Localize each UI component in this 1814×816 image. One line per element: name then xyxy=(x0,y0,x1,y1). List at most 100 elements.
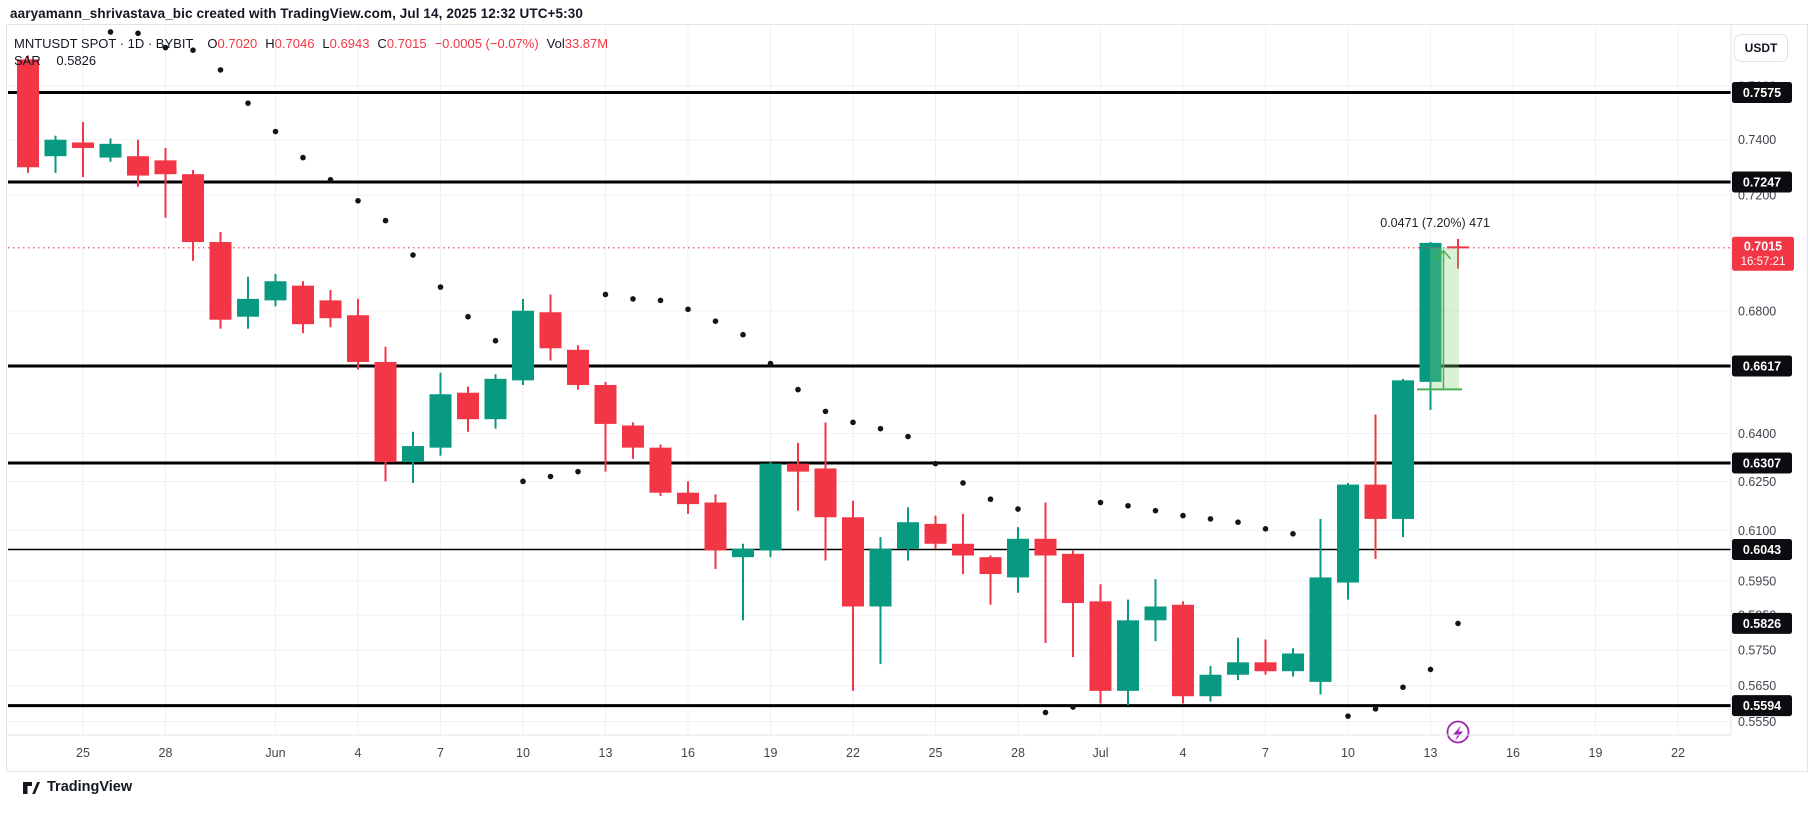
candle-body xyxy=(484,378,507,420)
time-axis-label: 16 xyxy=(1506,746,1520,760)
measure-arrow-head xyxy=(1435,249,1452,260)
svg-text:0.7015: 0.7015 xyxy=(1744,239,1782,253)
change-value: −0.0005 (−0.07%) xyxy=(434,36,539,51)
level-price-label xyxy=(1732,538,1792,560)
last-price-label xyxy=(1732,236,1794,271)
svg-text:0.5594: 0.5594 xyxy=(1743,699,1781,713)
tradingview-logo-icon xyxy=(23,782,40,794)
price-axis[interactable]: 0.76000.74000.72000.68000.64000.62500.61… xyxy=(1732,79,1794,729)
currency-toggle-button[interactable]: USDT xyxy=(1734,34,1788,62)
sar-dot xyxy=(932,460,939,467)
sar-dot xyxy=(1262,526,1269,532)
candle-body xyxy=(732,548,754,558)
ohlc-low: L0.6943 xyxy=(322,36,370,51)
symbol-title[interactable]: MNTUSDT SPOT · 1D · BYBIT xyxy=(14,36,194,51)
tradingview-logo[interactable]: TradingView xyxy=(22,778,132,796)
svg-text:0.6307: 0.6307 xyxy=(1743,456,1781,470)
countdown-timer: 16:57:21 xyxy=(1741,256,1786,268)
time-axis-label: 4 xyxy=(1180,746,1187,760)
candle-body xyxy=(154,160,177,175)
sar-dot xyxy=(1235,519,1241,526)
candle-body xyxy=(429,394,452,448)
sar-dot xyxy=(877,425,884,432)
sar-dot xyxy=(1372,706,1379,712)
price-axis-label: 0.5550 xyxy=(1738,715,1776,729)
time-axis-label: 7 xyxy=(437,746,444,760)
sar-dot xyxy=(602,291,609,298)
candle-body xyxy=(1117,620,1139,691)
axes-layer xyxy=(6,24,1732,736)
chart-card xyxy=(6,24,1808,772)
price-axis-label: 0.5650 xyxy=(1738,679,1776,693)
svg-text:0.7247: 0.7247 xyxy=(1743,176,1781,190)
candle-body xyxy=(72,142,94,148)
time-axis-label: Jun xyxy=(265,746,285,760)
price-axis-label: 0.6400 xyxy=(1738,427,1776,441)
candle-body xyxy=(787,463,809,472)
candle-body xyxy=(594,384,617,424)
time-axis-label: 22 xyxy=(1671,746,1685,760)
candle-body xyxy=(457,392,479,420)
sar-dot xyxy=(960,480,966,486)
time-axis-label: 13 xyxy=(599,746,613,760)
time-axis-label: 7 xyxy=(1262,746,1269,760)
time-axis-label: 10 xyxy=(516,746,530,760)
tradingview-logo-text: TradingView xyxy=(47,779,133,795)
sar-dot xyxy=(1125,502,1131,509)
price-axis-label: 0.6250 xyxy=(1738,475,1776,489)
svg-text:0.6617: 0.6617 xyxy=(1743,359,1781,373)
candle-body xyxy=(952,543,974,556)
candle-body xyxy=(1419,242,1442,382)
sar-dot xyxy=(355,197,361,204)
candle-body xyxy=(319,300,342,319)
price-axis-label: 0.7400 xyxy=(1738,133,1776,147)
flash-event-icon[interactable] xyxy=(1446,720,1470,744)
candle-body xyxy=(1337,484,1359,583)
candle-body xyxy=(897,522,919,549)
measure-tool-layer: 0.0471 (7.20%) 471 xyxy=(1380,216,1490,391)
sar-dot xyxy=(300,154,306,161)
svg-text:0.5826: 0.5826 xyxy=(1743,617,1781,631)
candle-body xyxy=(842,517,864,607)
sar-dot xyxy=(492,337,499,344)
sar-dot xyxy=(107,29,114,35)
candle-body xyxy=(292,285,314,325)
candle-body xyxy=(814,468,837,518)
level-lines-layer xyxy=(8,90,1731,708)
candle-body xyxy=(402,446,424,463)
measure-annotation: 0.0471 (7.20%) 471 xyxy=(1380,216,1490,230)
price-axis-label: 0.5750 xyxy=(1738,643,1776,657)
level-price-label xyxy=(1732,612,1792,634)
sar-dot xyxy=(1455,620,1461,627)
ohlc-high: H0.7046 xyxy=(265,36,315,51)
sar-dot xyxy=(712,318,719,324)
time-axis-label: 19 xyxy=(1589,746,1603,760)
sar-dot xyxy=(520,478,526,485)
candle-body xyxy=(1392,380,1414,519)
level-price-label xyxy=(1732,81,1792,103)
time-axis[interactable]: 25 28 Jun 4 7 10 13 16 19 22 25 28 Jul 4 7 10 13 16 19 22 xyxy=(76,746,1685,760)
candle-body xyxy=(567,349,589,385)
sar-dot xyxy=(767,360,774,367)
level-price-label xyxy=(1732,355,1792,377)
time-axis-label: 22 xyxy=(846,746,860,760)
volume: Vol33.87M xyxy=(546,36,609,51)
sar-dot xyxy=(410,252,416,258)
candle-body xyxy=(704,502,727,551)
sar-dot xyxy=(135,30,141,37)
indicator-legend[interactable]: SAR 0.5826 xyxy=(14,53,96,68)
candle-body xyxy=(759,463,782,551)
indicator-name: SAR xyxy=(14,53,41,68)
sar-dot xyxy=(1097,499,1104,506)
level-price-label xyxy=(1732,452,1792,474)
candle-body xyxy=(127,156,149,176)
candle-body xyxy=(1062,553,1084,604)
candle-body xyxy=(99,143,122,158)
sar-dot xyxy=(685,306,691,313)
time-axis-label: 25 xyxy=(929,746,943,760)
candle-body xyxy=(924,523,947,544)
candle-body xyxy=(677,492,699,505)
time-axis-label: 25 xyxy=(76,746,90,760)
candle-body xyxy=(264,281,287,301)
